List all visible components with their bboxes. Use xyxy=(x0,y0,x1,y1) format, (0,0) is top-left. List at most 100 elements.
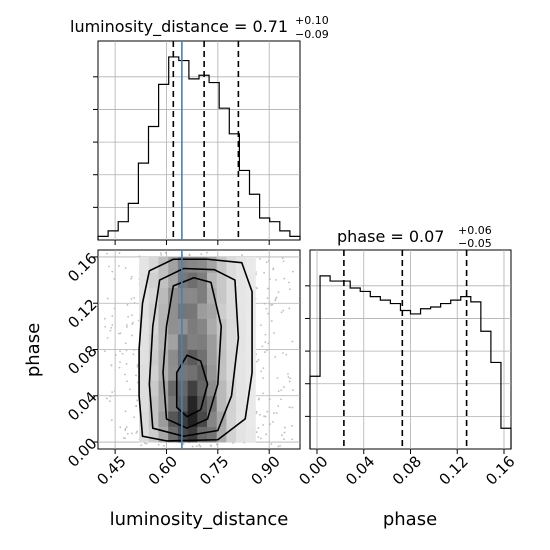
density-cell xyxy=(168,380,179,397)
density-cell xyxy=(245,349,256,366)
density-cell xyxy=(177,334,188,350)
sample-point xyxy=(136,430,138,433)
density-cell xyxy=(197,349,208,366)
sample-point xyxy=(288,380,291,383)
density-cell xyxy=(216,272,227,289)
density-cell xyxy=(226,364,237,381)
sample-point xyxy=(284,426,286,429)
sample-point xyxy=(280,398,282,401)
sample-point xyxy=(125,323,128,326)
sample-point xyxy=(265,433,268,436)
density-cell xyxy=(139,272,150,289)
density-cell xyxy=(206,256,217,273)
sample-point xyxy=(288,406,291,409)
sample-point xyxy=(266,410,269,413)
density-cell xyxy=(226,334,237,350)
sample-point xyxy=(199,445,202,448)
sample-point xyxy=(135,405,137,408)
sample-point xyxy=(263,271,266,274)
density-cell xyxy=(139,256,150,273)
sample-point xyxy=(106,336,109,339)
sample-point xyxy=(127,315,129,318)
density-cell xyxy=(226,411,237,427)
sample-point xyxy=(164,251,167,254)
sample-point xyxy=(267,259,270,262)
sample-point xyxy=(269,398,271,401)
sample-point xyxy=(119,361,121,363)
sample-point xyxy=(110,419,113,422)
sample-point xyxy=(124,373,126,376)
density-cell xyxy=(206,303,217,319)
density-cell xyxy=(177,303,188,319)
sample-point xyxy=(255,410,258,413)
sample-point xyxy=(283,431,286,434)
sample-point xyxy=(270,320,273,322)
density-cell xyxy=(148,334,159,350)
sample-point xyxy=(281,257,284,260)
sample-point xyxy=(256,360,258,363)
panel-luminosity-marginal: luminosity_distance = 0.71 +0.10 −0.09 xyxy=(70,14,329,245)
sample-point xyxy=(271,303,274,306)
sample-point xyxy=(274,297,277,300)
density-cell xyxy=(245,318,256,335)
density-cell xyxy=(168,426,179,443)
sample-point xyxy=(265,307,268,310)
sample-point xyxy=(135,374,137,377)
sample-point xyxy=(103,350,106,353)
sample-point xyxy=(130,275,133,278)
sample-point xyxy=(117,265,120,267)
x-tick-label: 0.08 xyxy=(389,452,425,488)
density-cell xyxy=(216,395,227,412)
density-cell xyxy=(206,411,217,427)
sample-point xyxy=(131,321,134,324)
title-luminosity-sub: −0.09 xyxy=(295,28,329,41)
y-ticks xyxy=(305,285,310,417)
sample-point xyxy=(104,325,107,328)
sample-point xyxy=(274,278,277,281)
sample-point xyxy=(259,413,261,416)
sample-point xyxy=(145,442,148,445)
sample-point xyxy=(274,356,277,358)
sample-point xyxy=(140,444,143,447)
sample-point xyxy=(263,415,266,418)
sample-point xyxy=(270,443,273,445)
title-luminosity: luminosity_distance = 0.71 xyxy=(70,17,288,37)
sample-point xyxy=(126,380,128,383)
density-cell xyxy=(148,303,159,319)
x-tick-label: 0.04 xyxy=(342,452,378,488)
y-tick-label: 0.16 xyxy=(64,249,100,285)
sample-point xyxy=(125,363,128,365)
density-cell xyxy=(197,411,208,427)
contour-line xyxy=(148,267,240,438)
density-cell xyxy=(158,395,169,412)
sample-point xyxy=(104,317,106,320)
sample-point xyxy=(118,366,121,369)
density-cell xyxy=(216,380,227,397)
density-cell xyxy=(168,349,179,366)
sample-point xyxy=(111,391,114,393)
sample-point xyxy=(256,287,258,290)
density-cell xyxy=(236,334,247,350)
density-cell xyxy=(206,334,217,350)
sample-point xyxy=(287,373,289,375)
sample-point xyxy=(131,334,134,337)
density-cell xyxy=(148,411,159,427)
density-cell xyxy=(168,318,179,335)
y-tick-label: 0.04 xyxy=(64,388,100,424)
sample-point xyxy=(257,427,260,429)
y-ticks: 0.00 0.04 0.08 0.12 0.16 xyxy=(64,249,100,470)
sample-point xyxy=(124,267,127,269)
sample-point xyxy=(283,386,285,388)
density-cell xyxy=(206,364,217,381)
density-cell xyxy=(236,303,247,319)
sample-point xyxy=(268,441,271,444)
sample-point xyxy=(280,311,283,314)
density-cell xyxy=(236,380,247,397)
sample-point xyxy=(196,445,198,448)
sample-point xyxy=(266,297,269,300)
sample-point xyxy=(209,444,212,447)
histogram-step-line xyxy=(309,275,512,449)
density-cell xyxy=(177,272,188,289)
density-cell xyxy=(148,287,159,304)
y-tick-label: 0.12 xyxy=(64,296,100,332)
